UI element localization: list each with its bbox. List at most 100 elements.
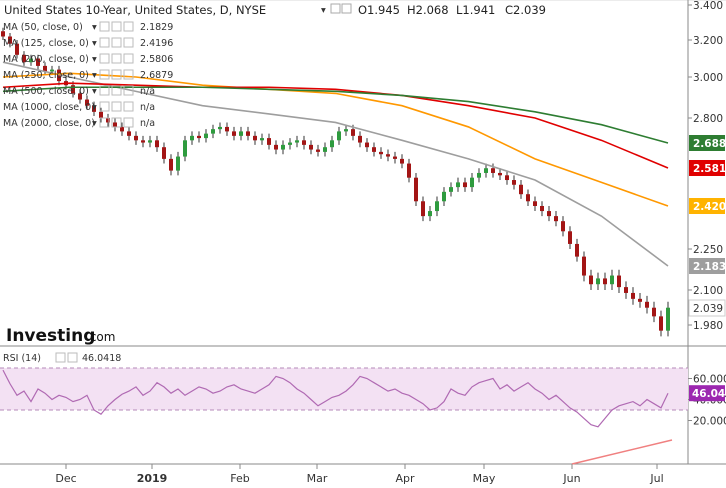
ma-close-icon[interactable] (111, 85, 122, 96)
ma-settings-icon[interactable] (99, 53, 110, 64)
candle-body[interactable] (470, 177, 474, 188)
candle-body[interactable] (575, 243, 579, 257)
candle-body[interactable] (8, 36, 12, 44)
candle-body[interactable] (106, 118, 110, 123)
ma-visibility-icon[interactable] (123, 37, 134, 48)
ma-line[interactable] (2, 82, 669, 169)
candle-body[interactable] (435, 201, 439, 212)
candle-body[interactable] (652, 307, 656, 317)
candle-body[interactable] (414, 177, 418, 202)
ma-settings-icon[interactable] (99, 117, 110, 128)
candle-body[interactable] (288, 142, 292, 145)
candle-body[interactable] (491, 168, 495, 173)
candle-body[interactable] (78, 93, 82, 100)
candle-body[interactable] (498, 172, 502, 176)
candle-body[interactable] (372, 147, 376, 152)
candle-body[interactable] (323, 147, 327, 152)
candle-body[interactable] (267, 138, 271, 145)
candle-body[interactable] (190, 135, 194, 141)
close-icon[interactable] (341, 3, 352, 14)
candle-body[interactable] (169, 158, 173, 171)
candle-body[interactable] (519, 184, 523, 195)
candle-body[interactable] (624, 287, 628, 293)
candle-body[interactable] (22, 54, 26, 63)
ma-legend-dropdown-icon[interactable]: ▾ (92, 70, 97, 81)
candle-body[interactable] (645, 301, 649, 308)
ma-settings-icon[interactable] (99, 85, 110, 96)
candle-body[interactable] (260, 138, 264, 141)
candle-body[interactable] (400, 158, 404, 164)
candle-body[interactable] (386, 154, 390, 157)
ma-visibility-icon[interactable] (123, 53, 134, 64)
candle-body[interactable] (309, 144, 313, 150)
candle-body[interactable] (281, 144, 285, 150)
candle-body[interactable] (162, 147, 166, 159)
candle-body[interactable] (666, 307, 670, 331)
candle-body[interactable] (148, 140, 152, 143)
candle-body[interactable] (113, 122, 117, 127)
candle-body[interactable] (155, 140, 159, 148)
candle-body[interactable] (603, 278, 607, 285)
rsi-settings-icon[interactable] (55, 352, 66, 363)
ma-settings-icon[interactable] (99, 37, 110, 48)
candle-body[interactable] (358, 135, 362, 143)
ma-close-icon[interactable] (111, 117, 122, 128)
candle-body[interactable] (197, 135, 201, 139)
ma-settings-icon[interactable] (99, 69, 110, 80)
candle-body[interactable] (407, 163, 411, 178)
ma-close-icon[interactable] (111, 21, 122, 32)
ma-close-icon[interactable] (111, 101, 122, 112)
candle-body[interactable] (638, 298, 642, 302)
candle-body[interactable] (253, 135, 257, 141)
candle-body[interactable] (183, 140, 187, 157)
candle-body[interactable] (302, 140, 306, 145)
candle-body[interactable] (484, 168, 488, 173)
ma-close-icon[interactable] (111, 53, 122, 64)
candle-body[interactable] (610, 275, 614, 285)
candle-body[interactable] (36, 58, 40, 66)
candle-body[interactable] (239, 131, 243, 136)
candle-body[interactable] (512, 180, 516, 185)
candle-body[interactable] (43, 65, 47, 72)
candle-body[interactable] (379, 151, 383, 155)
ma-legend-dropdown-icon[interactable]: ▾ (92, 54, 97, 65)
candle-body[interactable] (71, 85, 75, 94)
candle-body[interactable] (421, 201, 425, 217)
ma-settings-icon[interactable] (99, 101, 110, 112)
ma-legend-dropdown-icon[interactable]: ▾ (92, 22, 97, 33)
ma-close-icon[interactable] (111, 37, 122, 48)
ma-visibility-icon[interactable] (123, 69, 134, 80)
price-pane[interactable] (0, 0, 688, 346)
candle-body[interactable] (428, 211, 432, 217)
candle-body[interactable] (330, 140, 334, 148)
ma-visibility-icon[interactable] (123, 85, 134, 96)
candle-body[interactable] (1, 31, 5, 37)
candle-body[interactable] (127, 131, 131, 136)
ma-line[interactable] (2, 86, 669, 144)
candle-body[interactable] (316, 149, 320, 152)
candle-body[interactable] (463, 182, 467, 188)
candle-body[interactable] (274, 144, 278, 150)
candle-body[interactable] (134, 135, 138, 141)
candle-body[interactable] (29, 58, 33, 63)
candle-body[interactable] (246, 131, 250, 136)
candle-body[interactable] (533, 201, 537, 206)
rsi-close-icon[interactable] (67, 352, 78, 363)
candle-body[interactable] (505, 175, 509, 181)
candle-body[interactable] (344, 129, 348, 132)
ma-visibility-icon[interactable] (123, 117, 134, 128)
candle-body[interactable] (337, 131, 341, 141)
candle-body[interactable] (204, 133, 208, 139)
candle-body[interactable] (85, 99, 89, 106)
candle-body[interactable] (540, 206, 544, 212)
candle-body[interactable] (449, 187, 453, 192)
candle-body[interactable] (596, 278, 600, 285)
settings-icon[interactable] (330, 3, 341, 14)
candle-body[interactable] (568, 231, 572, 244)
candle-body[interactable] (99, 111, 103, 118)
candle-body[interactable] (659, 316, 663, 331)
ma-legend-dropdown-icon[interactable]: ▾ (92, 118, 97, 129)
candle-body[interactable] (211, 129, 215, 134)
candle-body[interactable] (295, 140, 299, 143)
candle-body[interactable] (631, 292, 635, 299)
